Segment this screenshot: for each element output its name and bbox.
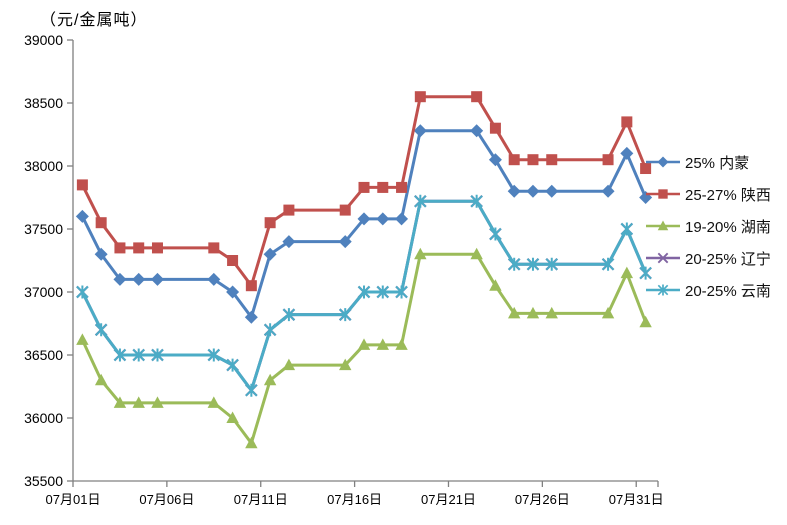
series-2-line <box>76 247 652 449</box>
legend-label: 25-27% 陕西 <box>685 186 771 204</box>
x-axis-tick-label: 07月11日 <box>234 492 288 507</box>
y-axis-tick-label: 39000 <box>24 32 63 48</box>
series-0-line <box>75 124 653 324</box>
y-axis-tick-label: 38500 <box>24 95 63 111</box>
y-axis-tick-label: 37000 <box>24 284 63 300</box>
legend-label: 25% 内蒙 <box>685 154 750 172</box>
legend-item-0: 25% 内蒙 <box>646 146 771 178</box>
x-axis-tick-label: 07月16日 <box>327 492 382 507</box>
legend-item-3: 20-25% 辽宁 <box>646 242 771 274</box>
legend-label: 19-20% 湖南 <box>685 218 771 236</box>
series-1-line <box>76 91 652 292</box>
y-axis-tick-label: 38000 <box>24 158 63 174</box>
legend-key-icon <box>646 252 680 264</box>
y-axis-tick-label: 36000 <box>24 410 63 426</box>
legend-item-1: 25-27% 陕西 <box>646 178 771 210</box>
axes <box>67 39 659 487</box>
legend-label: 20-25% 云南 <box>685 282 771 300</box>
x-axis-tick-label: 07月26日 <box>515 492 570 507</box>
y-axis-tick-label: 37500 <box>24 221 63 237</box>
legend-label: 20-25% 辽宁 <box>685 250 771 268</box>
x-axis-tick-label: 07月21日 <box>421 492 476 507</box>
legend-key-icon <box>646 284 680 296</box>
series-4-line <box>76 194 652 397</box>
legend-item-4: 20-25% 云南 <box>646 274 771 306</box>
legend-key-icon <box>646 220 680 231</box>
y-axis-tick-label: 36500 <box>24 347 63 363</box>
chart-title: （元/金属吨） <box>40 12 148 29</box>
x-axis-tick-label: 07月01日 <box>46 492 101 507</box>
y-axis-tick-label: 35500 <box>24 473 63 489</box>
legend: 25% 内蒙 25-27% 陕西 19-20% 湖南 20-25% 辽宁 20-25% … <box>646 146 771 306</box>
legend-key-icon <box>646 156 680 168</box>
x-axis-tick-label: 07月31日 <box>609 492 664 507</box>
legend-item-2: 19-20% 湖南 <box>646 210 771 242</box>
legend-key-icon <box>646 189 680 199</box>
x-axis-tick-label: 07月06日 <box>139 492 194 507</box>
